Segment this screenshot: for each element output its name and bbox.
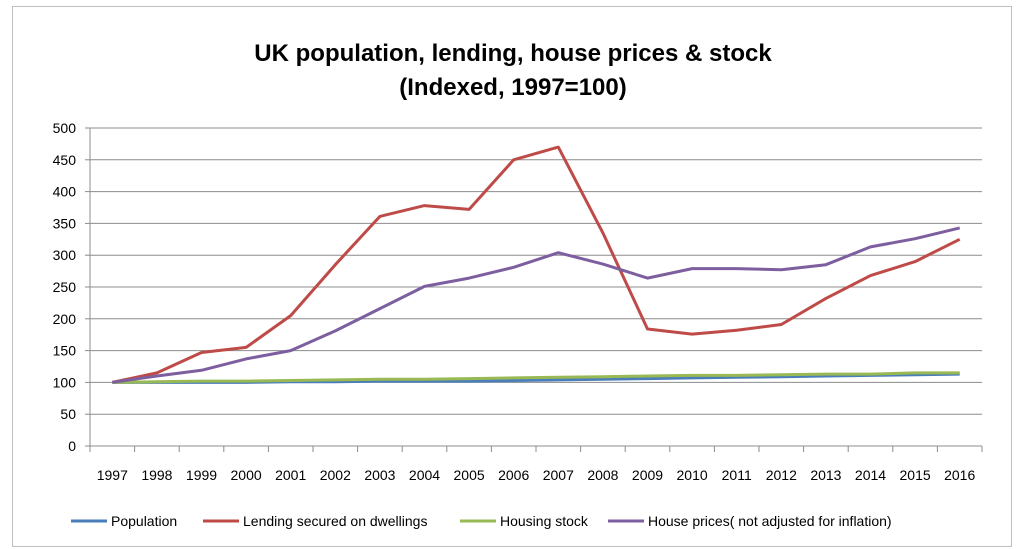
y-tick-label: 250 [53,279,77,295]
y-tick-label: 400 [53,184,77,200]
legend-item: Housing stock [460,513,589,529]
chart-frame: UK population, lending, house prices & s… [12,6,1012,547]
y-axis-ticks: 0 50 100 150 200 250 300 350 400 450 500 [53,120,90,454]
legend: Population Lending secured on dwellings Ho… [71,513,892,529]
y-tick-label: 350 [53,215,77,231]
series-line-lending-secured-on-dwellings [111,145,961,384]
chart-title-line2: (Indexed, 1997=100) [399,74,627,101]
legend-label: House prices( not adjusted for inflation… [648,513,892,529]
legend-item: Lending secured on dwellings [203,513,427,529]
legend-label: Housing stock [500,513,589,529]
legend-label: Population [111,513,177,529]
y-tick-label: 100 [53,374,77,390]
x-tick-label: 1998 [141,467,172,483]
y-tick-label: 50 [60,406,76,422]
x-tick-label: 2007 [543,467,574,483]
x-tick-label: 2009 [632,467,663,483]
x-tick-label: 2005 [454,467,485,483]
x-tick-label: 2001 [275,467,306,483]
legend-item: House prices( not adjusted for inflation… [608,513,892,529]
chart-title: UK population, lending, house prices & s… [13,37,1013,105]
x-tick-label: 2013 [810,467,841,483]
x-axis-ticks: 1997 1998 1999 2000 2001 2002 2003 2004 2005 2006… [89,446,983,483]
x-tick-label: 2002 [320,467,351,483]
y-tick-label: 500 [53,120,77,136]
x-tick-label: 1997 [97,467,128,483]
x-tick-label: 2016 [944,467,975,483]
x-tick-label: 1999 [186,467,217,483]
grid-lines [90,127,982,415]
y-tick-label: 450 [53,152,77,168]
x-tick-label: 2008 [587,467,618,483]
y-tick-label: 200 [53,311,77,327]
y-tick-label: 0 [68,438,76,454]
series-line-house-prices-not-adjusted-for-inflation [112,226,961,384]
x-tick-label: 2006 [498,467,529,483]
x-tick-label: 2011 [722,467,752,483]
y-tick-label: 300 [53,247,77,263]
y-tick-label: 150 [53,343,77,359]
x-tick-label: 2015 [900,467,931,483]
x-tick-label: 2010 [677,467,708,483]
legend-label: Lending secured on dwellings [243,513,427,529]
x-tick-label: 2014 [855,467,886,483]
x-tick-label: 2012 [766,467,797,483]
x-tick-label: 2000 [231,467,262,483]
chart-title-line1: UK population, lending, house prices & s… [254,40,772,67]
series-line-housing-stock [112,371,960,384]
legend-item: Population [71,513,177,529]
x-tick-label: 2004 [409,467,440,483]
series-lines [111,145,961,384]
x-tick-label: 2003 [364,467,395,483]
